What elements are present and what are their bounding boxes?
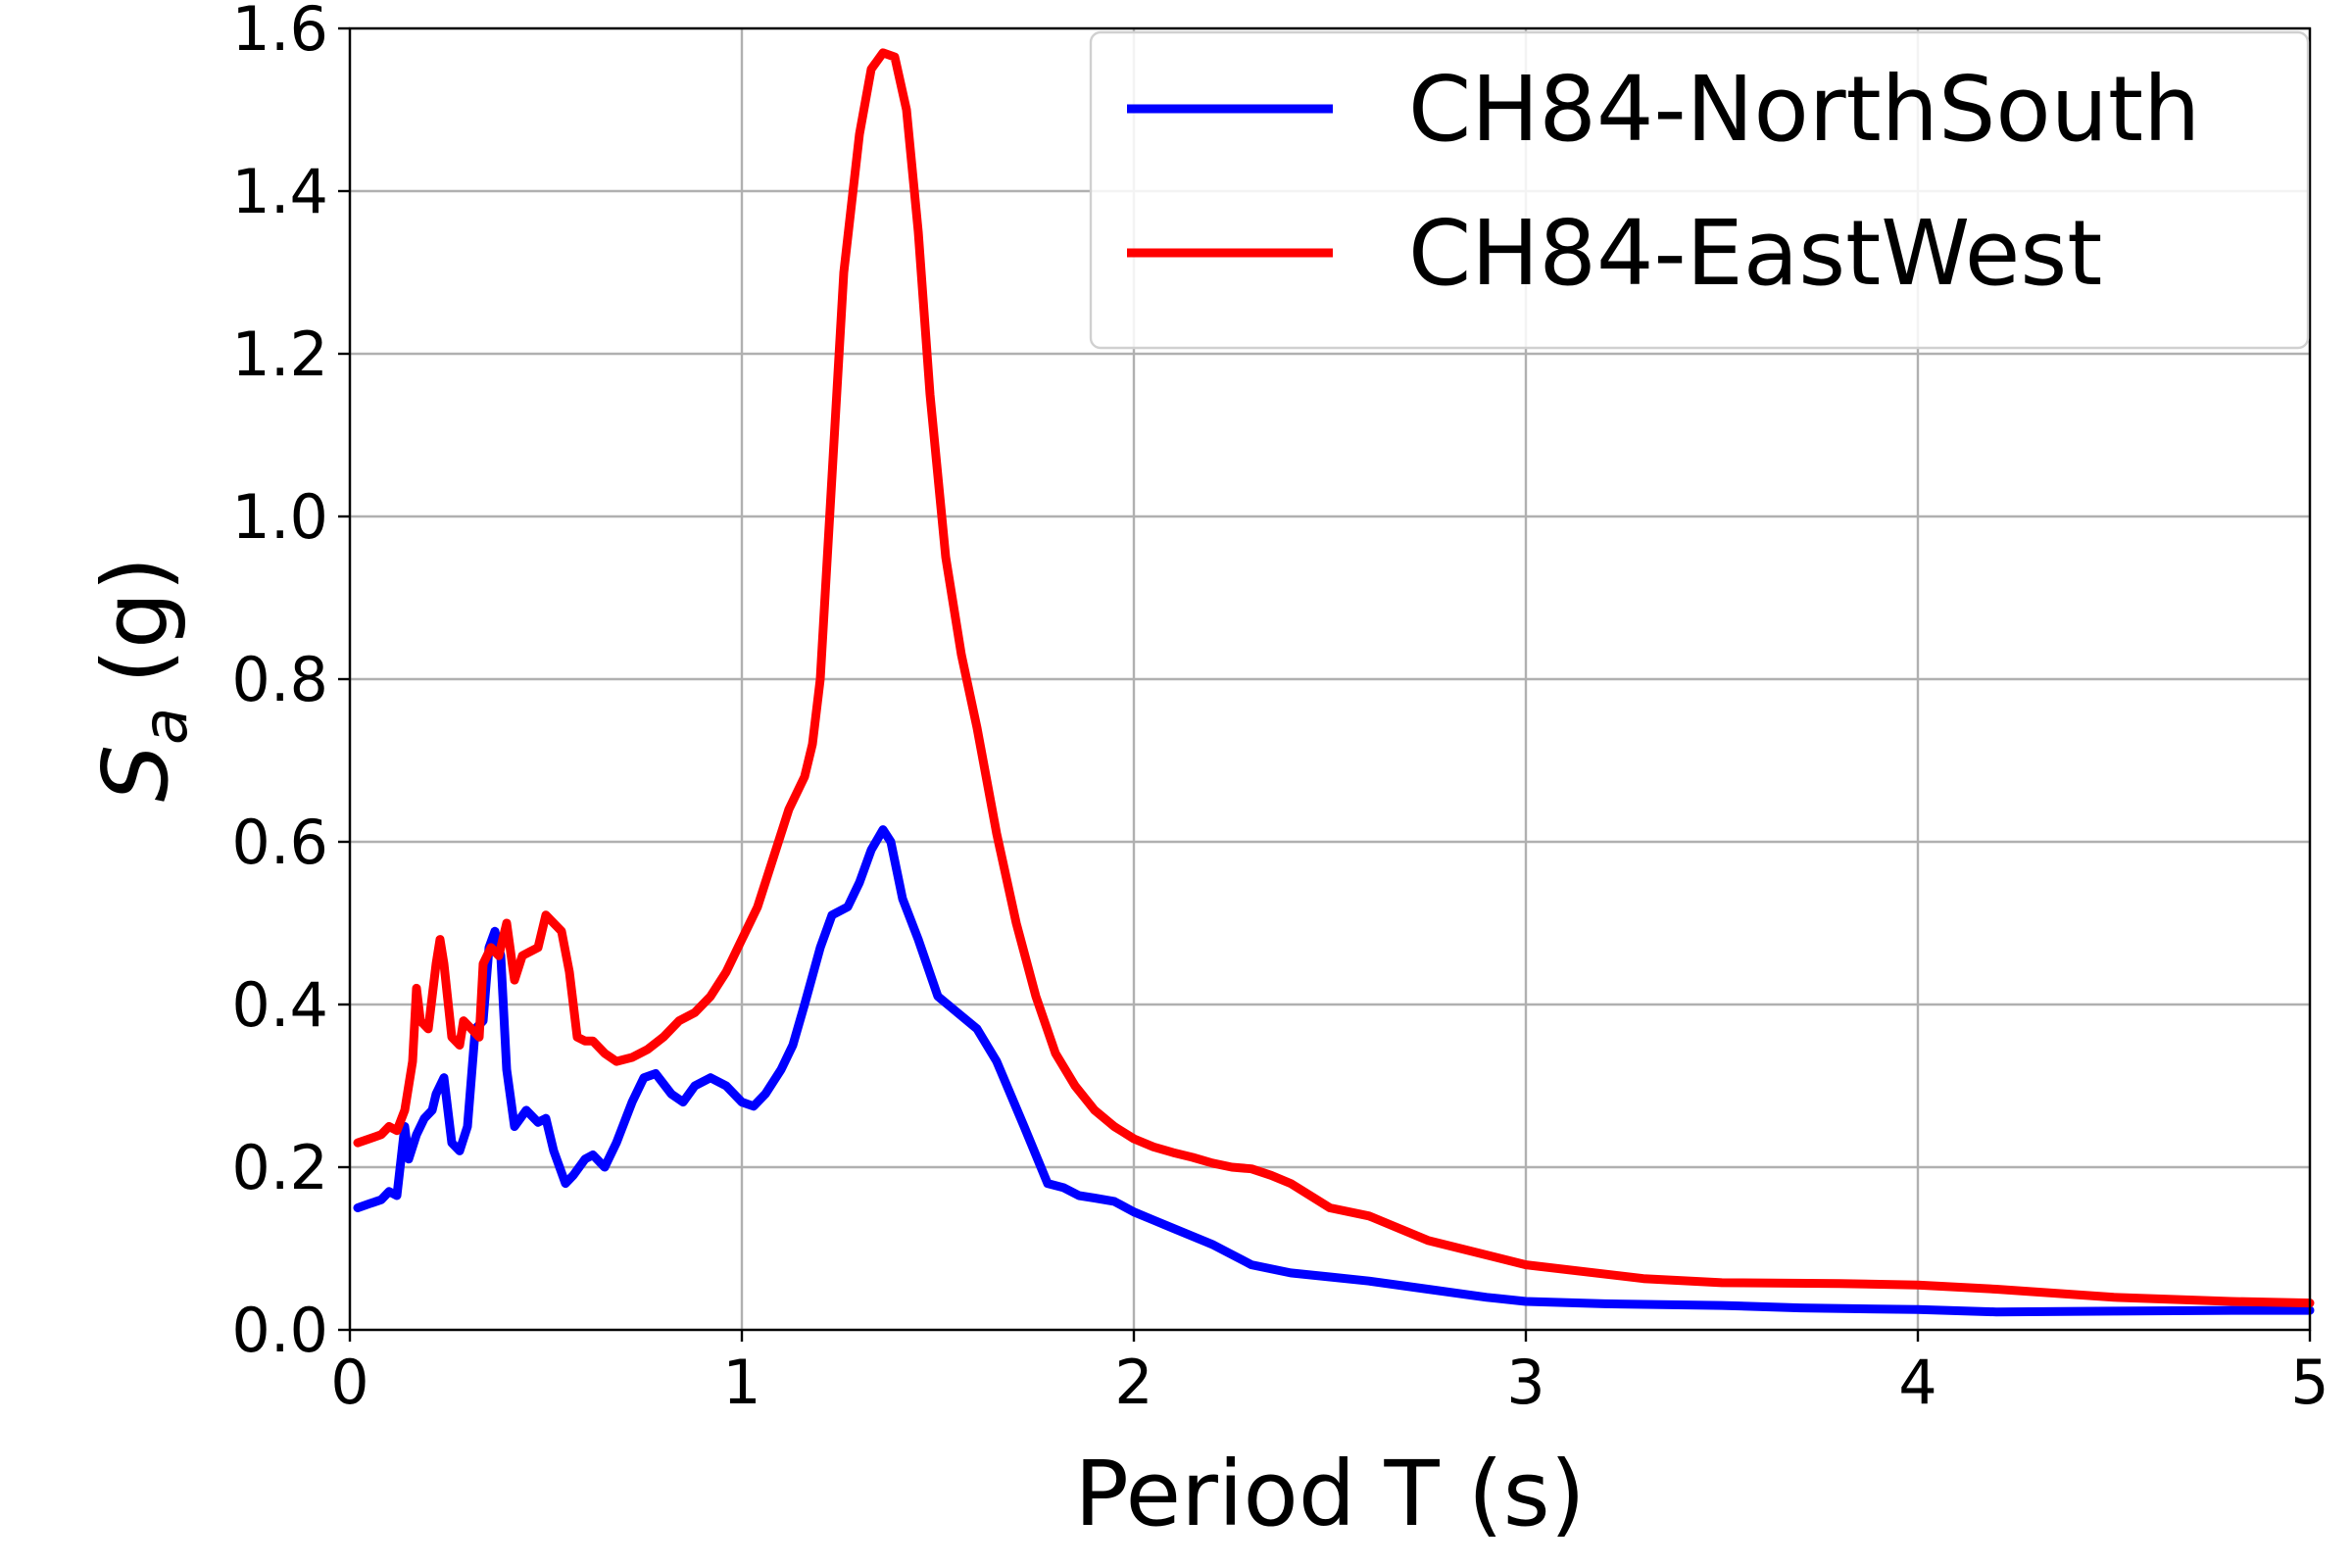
- x-axis-label: Period T (s): [1074, 1442, 1585, 1546]
- legend-label-northsouth: CH84-NorthSouth: [1408, 57, 2200, 162]
- y-axis-label-subscript: a: [129, 708, 201, 745]
- legend: CH84-NorthSouth CH84-EastWest: [1089, 30, 2310, 350]
- y-tick-label: 0.2: [231, 1132, 328, 1203]
- y-tick-label: 1.6: [231, 0, 328, 65]
- y-axis-label-unit: (g): [83, 557, 188, 684]
- y-tick-label: 1.2: [231, 318, 328, 390]
- x-tick-label: 1: [722, 1347, 760, 1418]
- y-tick-label: 1.0: [231, 481, 328, 553]
- series-line-ch84-northsouth: [353, 825, 2315, 1317]
- x-tick-label: 5: [2290, 1347, 2328, 1418]
- x-tick-label: 4: [1898, 1347, 1936, 1418]
- legend-label-eastwest: CH84-EastWest: [1408, 201, 2102, 306]
- y-tick-label: 0.8: [231, 644, 328, 715]
- ticks: 0 1 2 3 4 5 0.0 0.2 0.4 0.6 0.8 1.0 1.2 1.4 1.6: [231, 0, 2328, 1418]
- x-tick-label: 0: [330, 1347, 368, 1418]
- y-tick-label: 1.4: [231, 156, 328, 227]
- series-group: [353, 48, 2315, 1317]
- x-tick-label: 2: [1114, 1347, 1152, 1418]
- svg-text:Sa(g): Sa (g): [83, 557, 201, 803]
- x-tick-label: 3: [1506, 1347, 1544, 1418]
- y-tick-label: 0.4: [231, 969, 328, 1041]
- legend-box: [1089, 30, 2310, 350]
- series-line-ch84-eastwest: [353, 48, 2315, 1308]
- y-axis-label-symbol: S: [83, 745, 188, 802]
- y-tick-label: 0.0: [231, 1295, 328, 1366]
- y-tick-label: 0.6: [231, 807, 328, 878]
- y-axis-label: Sa (g): [83, 557, 201, 803]
